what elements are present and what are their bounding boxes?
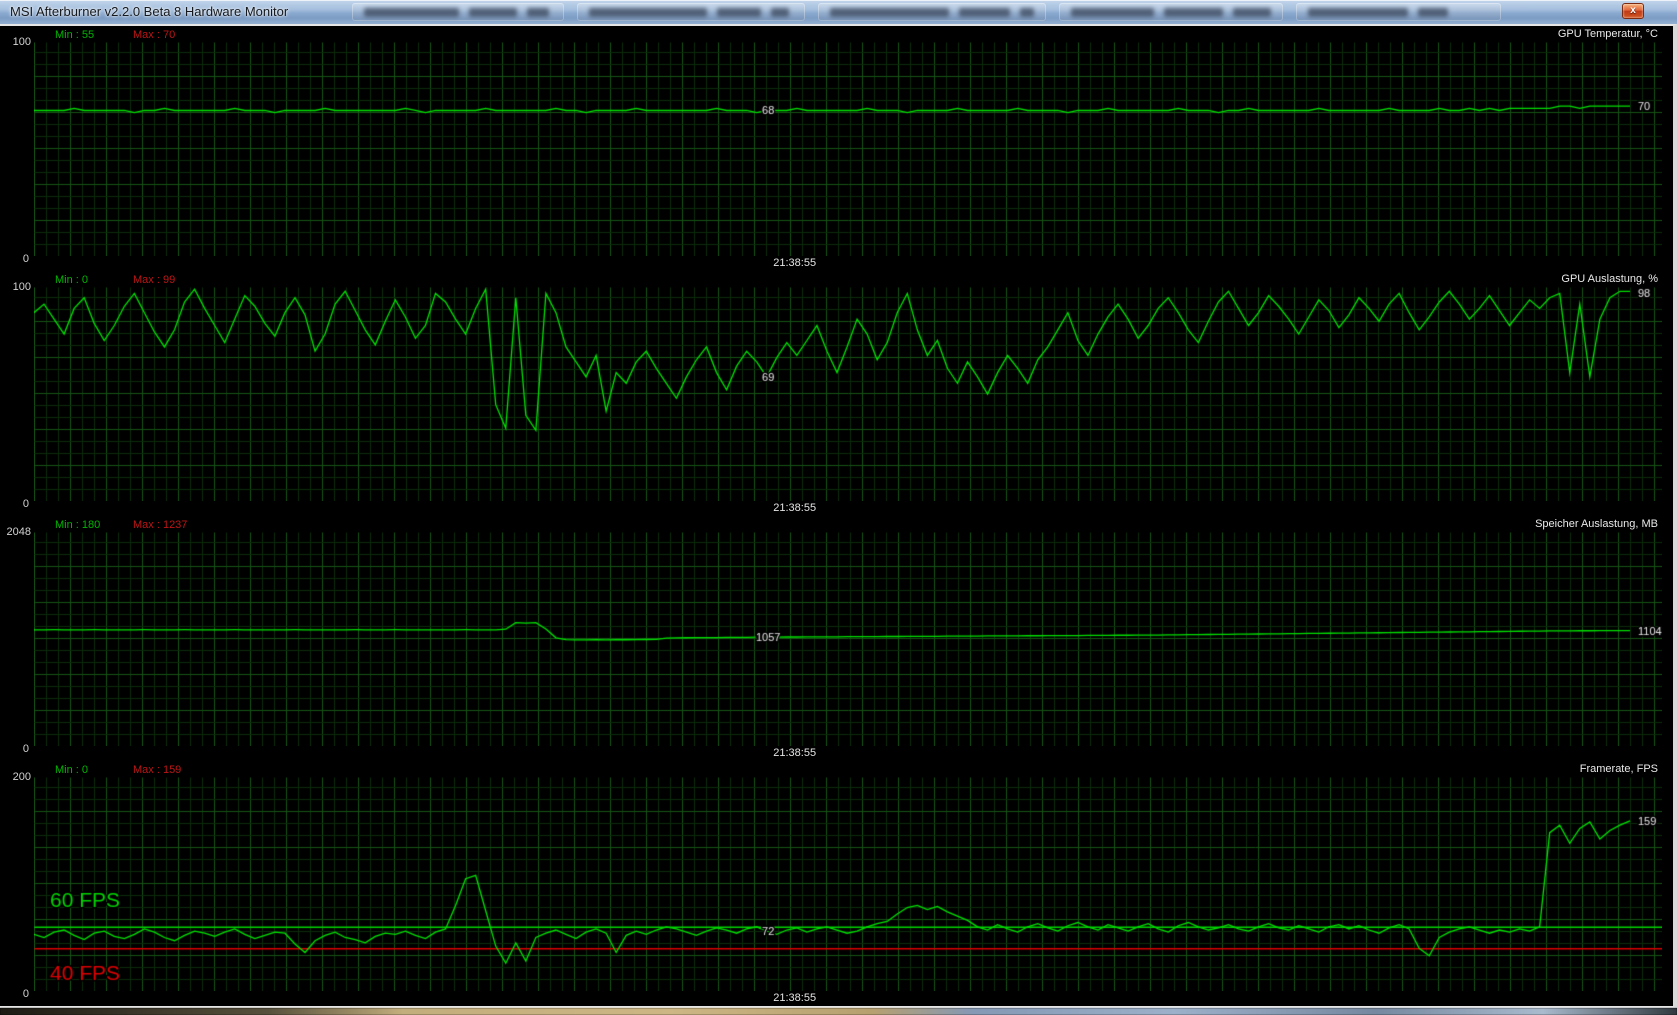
panel-title: GPU Auslastung, % xyxy=(1561,273,1658,285)
y-axis-min-label: 0 xyxy=(22,988,29,1000)
min-label: Min : 55 xyxy=(55,29,95,41)
panel-title: Framerate, FPS xyxy=(1579,763,1658,775)
max-label: Max : 1237 xyxy=(133,519,188,531)
min-label: Min : 0 xyxy=(55,764,89,776)
panel-title: GPU Temperatur, °C xyxy=(1557,28,1658,40)
timestamp: 21:38:55 xyxy=(773,747,817,759)
y-axis-min-label: 0 xyxy=(22,253,29,265)
panel-memory-usage: Min : 180 Max : 1237 Speicher Auslastung… xyxy=(0,516,1673,761)
max-label: Max : 99 xyxy=(133,274,176,286)
blurred-taskbar-items xyxy=(352,3,1501,21)
gpu-usage-chart xyxy=(34,287,1662,501)
timestamp: 21:38:55 xyxy=(773,257,817,269)
memory-usage-chart xyxy=(34,532,1662,746)
framerate-chart xyxy=(34,777,1662,991)
max-label: Max : 159 xyxy=(133,764,182,776)
min-label: Min : 0 xyxy=(55,274,89,286)
panel-header: Min : 0 Max : 99 GPU Auslastung, % xyxy=(0,271,1673,287)
gpu-temperature-chart xyxy=(34,42,1662,256)
window-title: MSI Afterburner v2.2.0 Beta 8 Hardware M… xyxy=(10,4,289,19)
hardware-monitor-content: Min : 55 Max : 70 GPU Temperatur, °C 100… xyxy=(0,24,1677,1008)
y-axis-max-label: 100 xyxy=(12,36,31,48)
y-axis-min-label: 0 xyxy=(22,498,29,510)
max-label: Max : 70 xyxy=(133,29,176,41)
blurred-window-tab xyxy=(1296,3,1501,21)
y-axis-max-label: 2048 xyxy=(6,526,31,538)
panel-header: Min : 55 Max : 70 GPU Temperatur, °C xyxy=(0,26,1673,42)
y-axis-max-label: 100 xyxy=(12,281,31,293)
panel-framerate: Min : 0 Max : 159 Framerate, FPS 200 0 2… xyxy=(0,761,1673,1006)
panel-header: Min : 0 Max : 159 Framerate, FPS xyxy=(0,761,1673,777)
y-axis-min-label: 0 xyxy=(22,743,29,755)
panel-title: Speicher Auslastung, MB xyxy=(1535,518,1658,530)
blurred-window-tab xyxy=(1059,3,1283,21)
title-bar[interactable]: MSI Afterburner v2.2.0 Beta 8 Hardware M… xyxy=(0,0,1677,24)
blurred-window-tab xyxy=(352,3,564,21)
y-axis-max-label: 200 xyxy=(12,771,31,783)
timestamp: 21:38:55 xyxy=(773,502,817,514)
panel-gpu-usage: Min : 0 Max : 99 GPU Auslastung, % 100 0… xyxy=(0,271,1673,516)
blurred-window-tab xyxy=(818,3,1046,21)
panel-header: Min : 180 Max : 1237 Speicher Auslastung… xyxy=(0,516,1673,532)
close-button[interactable]: x xyxy=(1622,3,1644,19)
min-label: Min : 180 xyxy=(55,519,101,531)
timestamp: 21:38:55 xyxy=(773,992,817,1004)
close-icon: x xyxy=(1630,5,1636,16)
panel-gpu-temperature: Min : 55 Max : 70 GPU Temperatur, °C 100… xyxy=(0,26,1673,271)
blurred-window-tab xyxy=(577,3,805,21)
taskbar-sliver xyxy=(0,1008,1677,1015)
